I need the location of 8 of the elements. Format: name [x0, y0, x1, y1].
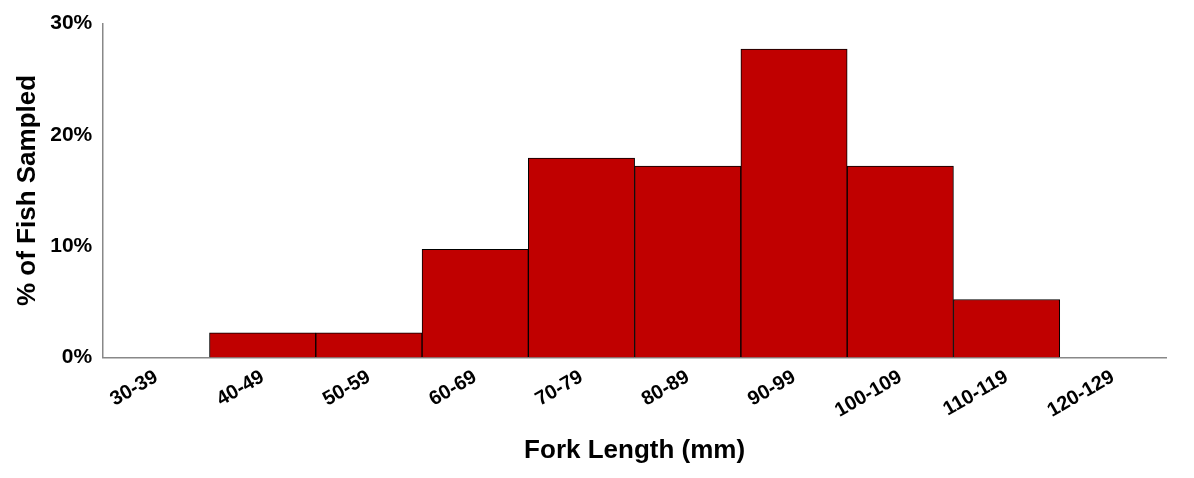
y-tick-label: 20%: [50, 121, 93, 145]
y-tick-label: 10%: [50, 232, 93, 256]
x-tick-label: 60-69: [424, 364, 480, 410]
x-tick-label: 40-49: [212, 364, 268, 410]
y-tick-label: 30%: [50, 10, 93, 34]
y-axis-title: % of Fish Sampled: [10, 74, 41, 307]
y-tick-label: 0%: [61, 344, 93, 368]
x-axis-title: Fork Length (mm): [524, 433, 746, 464]
